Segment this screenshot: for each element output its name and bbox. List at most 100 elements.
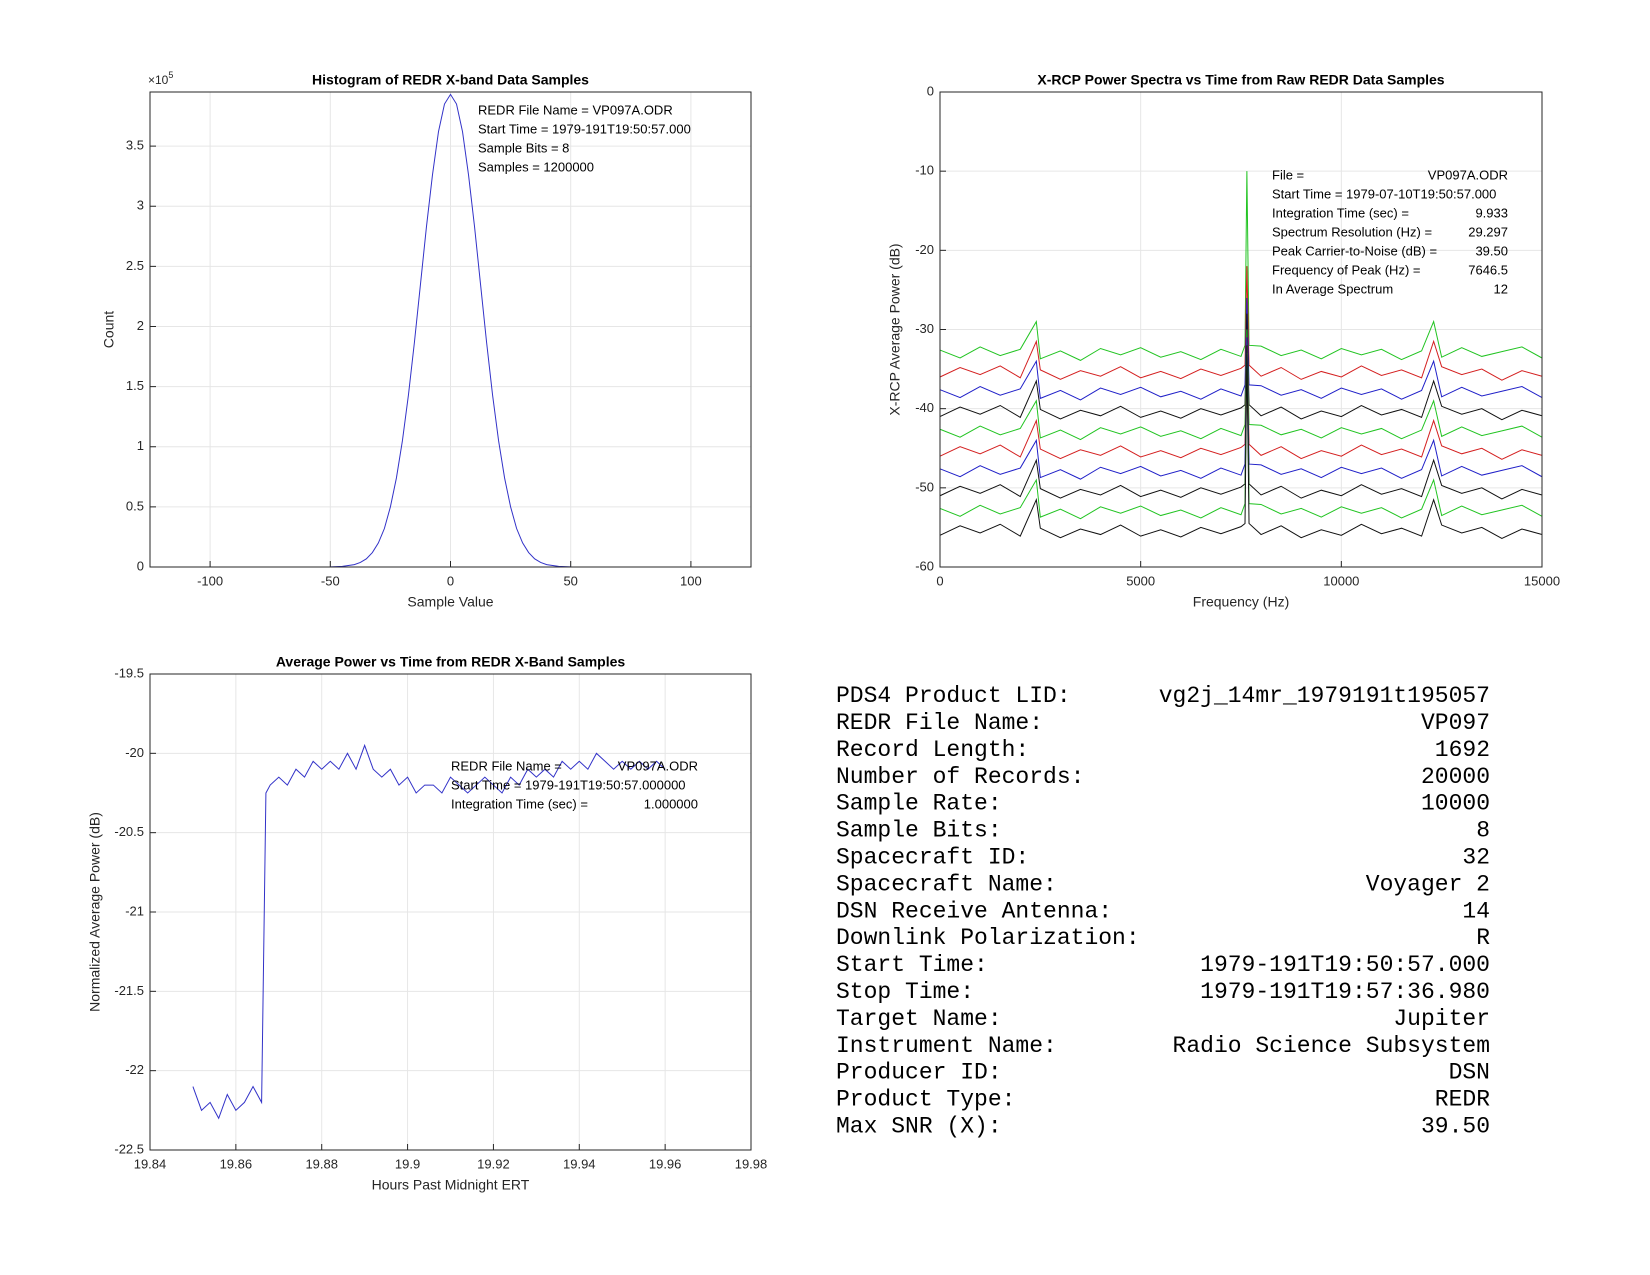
- table-value: 1979-191T19:57:36.980: [1200, 979, 1490, 1005]
- annotation-label: Frequency of Peak (Hz) =: [1272, 262, 1420, 277]
- axes-frame: [939, 91, 1543, 568]
- chart-title: Average Power vs Time from REDR X-Band S…: [276, 654, 626, 670]
- table-label: Record Length:: [836, 737, 1029, 763]
- annotation-label: File =: [1272, 167, 1304, 182]
- table-value: 1979-191T19:50:57.000: [1200, 952, 1490, 978]
- table-label: Stop Time:: [836, 979, 974, 1005]
- table-label: Sample Rate:: [836, 791, 1002, 817]
- x-axis-label: Hours Past Midnight ERT: [372, 1177, 530, 1193]
- y-tick-label: 3: [137, 198, 144, 213]
- annotation-label: Start Time = 1979-07-10T19:50:57.000: [1272, 186, 1496, 201]
- x-tick-label: -50: [321, 573, 340, 588]
- annotation-label: Spectrum Resolution (Hz) =: [1272, 224, 1432, 239]
- table-value: Voyager 2: [1366, 871, 1490, 897]
- data-line: [939, 171, 1543, 361]
- y-tick-label: -20: [915, 242, 934, 257]
- y-multiplier-base: ×10: [148, 73, 169, 87]
- annotation-label: Integration Time (sec) =: [451, 796, 588, 811]
- annotation-value: VP097A.ODR: [618, 758, 698, 773]
- annotation-label: Sample Bits = 8: [478, 140, 569, 155]
- table-label: Instrument Name:: [836, 1033, 1057, 1059]
- y-tick-label: -22: [125, 1062, 144, 1077]
- x-tick-label: 10000: [1323, 573, 1359, 588]
- y-tick-label: 2: [137, 318, 144, 333]
- y-tick-label: -40: [915, 400, 934, 415]
- table-value: Jupiter: [1393, 1006, 1490, 1032]
- x-tick-label: 5000: [1126, 573, 1155, 588]
- x-tick-label: 100: [680, 573, 702, 588]
- table-value: DSN: [1449, 1060, 1490, 1086]
- annotation-label: Peak Carrier-to-Noise (dB) =: [1272, 243, 1437, 258]
- annotation-label: In Average Spectrum: [1272, 281, 1393, 296]
- table-value: vg2j_14mr_1979191t195057: [1159, 683, 1490, 709]
- y-axis-label: Count: [101, 311, 117, 348]
- table-value: 14: [1462, 898, 1490, 924]
- y-tick-label: -20: [125, 745, 144, 760]
- x-tick-label: 19.84: [134, 1156, 167, 1171]
- annotation-value: VP097A.ODR: [1428, 167, 1508, 182]
- table-value: Radio Science Subsystem: [1173, 1033, 1490, 1059]
- y-tick-label: -21: [125, 903, 144, 918]
- table-label: Number of Records:: [836, 764, 1084, 790]
- y-tick-label: -30: [915, 321, 934, 336]
- table-label: REDR File Name:: [836, 710, 1043, 736]
- data-line: [192, 743, 666, 1120]
- table-label: Spacecraft ID:: [836, 844, 1029, 870]
- table-label: Product Type:: [836, 1087, 1015, 1113]
- y-axis-label: Normalized Average Power (dB): [87, 812, 103, 1012]
- y-tick-label: -10: [915, 163, 934, 178]
- x-axis-label: Sample Value: [407, 594, 493, 610]
- annotation-value: 39.50: [1475, 243, 1508, 258]
- annotation-label: Samples = 1200000: [478, 159, 594, 174]
- table-label: Spacecraft Name:: [836, 871, 1057, 897]
- annotation-value: 7646.5: [1468, 262, 1508, 277]
- x-tick-label: 19.86: [220, 1156, 253, 1171]
- chart-title: X-RCP Power Spectra vs Time from Raw RED…: [1037, 72, 1444, 88]
- table-value: 10000: [1421, 791, 1490, 817]
- table-value: R: [1476, 925, 1490, 951]
- y-tick-label: -50: [915, 479, 934, 494]
- annotation-label: REDR File Name = VP097A.ODR: [478, 102, 673, 117]
- table-label: Sample Bits:: [836, 818, 1002, 844]
- annotation-label: REDR File Name =: [451, 758, 562, 773]
- y-multiplier-exponent: 5: [168, 70, 173, 80]
- y-tick-label: 3.5: [126, 138, 144, 153]
- x-tick-label: 19.94: [563, 1156, 596, 1171]
- x-tick-label: 19.98: [735, 1156, 768, 1171]
- y-tick-label: -60: [915, 558, 934, 573]
- chart-title: Histogram of REDR X-band Data Samples: [312, 72, 589, 88]
- table-label: Max SNR (X):: [836, 1113, 1002, 1139]
- x-axis-label: Frequency (Hz): [1193, 594, 1289, 610]
- data-line: [939, 266, 1543, 381]
- table-value: 32: [1462, 844, 1490, 870]
- y-tick-label: 0: [137, 558, 144, 573]
- x-tick-label: 0: [936, 573, 943, 588]
- y-tick-label: -19.5: [114, 665, 144, 680]
- x-tick-label: -100: [197, 573, 223, 588]
- table-value: 8: [1476, 818, 1490, 844]
- table-label: DSN Receive Antenna:: [836, 898, 1112, 924]
- table-label: Target Name:: [836, 1006, 1002, 1032]
- axes-frame: [149, 91, 752, 568]
- x-tick-label: 19.9: [395, 1156, 420, 1171]
- table-value: REDR: [1435, 1087, 1490, 1113]
- annotation-value: 12: [1494, 281, 1508, 296]
- data-line: [306, 93, 607, 568]
- x-tick-label: 19.92: [477, 1156, 510, 1171]
- y-multiplier: ×105: [148, 70, 173, 87]
- annotation-label: Start Time = 1979-191T19:50:57.000: [478, 121, 691, 136]
- table-value: 39.50: [1421, 1113, 1490, 1139]
- x-tick-label: 50: [563, 573, 577, 588]
- y-tick-label: 1.5: [126, 378, 144, 393]
- axes-frame: [149, 673, 752, 1151]
- x-tick-label: 19.88: [305, 1156, 338, 1171]
- annotation-label: Start Time = 1979-191T19:50:57.000000: [451, 777, 686, 792]
- annotation-label: Integration Time (sec) =: [1272, 205, 1409, 220]
- y-tick-label: 0.5: [126, 498, 144, 513]
- table-label: Producer ID:: [836, 1060, 1002, 1086]
- table-label: PDS4 Product LID:: [836, 683, 1071, 709]
- x-tick-label: 19.96: [649, 1156, 682, 1171]
- table-label: Start Time:: [836, 952, 988, 978]
- annotation-value: 29.297: [1468, 224, 1508, 239]
